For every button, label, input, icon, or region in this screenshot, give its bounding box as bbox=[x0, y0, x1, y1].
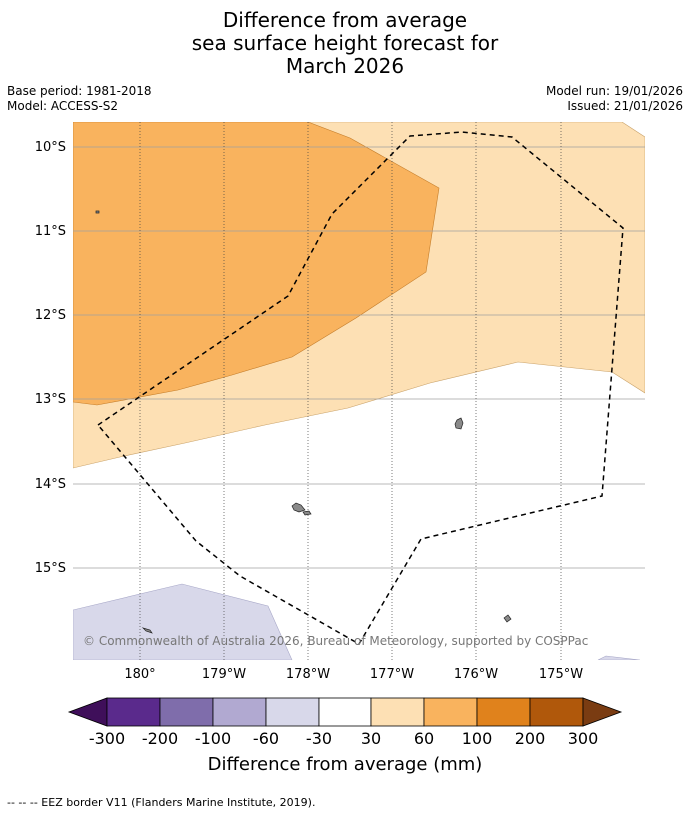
lat-label: 15°S bbox=[35, 561, 66, 576]
island-fakaofo bbox=[454, 417, 464, 430]
colorbar-tick-label: -200 bbox=[142, 729, 178, 748]
issued-date: Issued: 21/01/2026 bbox=[567, 99, 683, 113]
lat-label: 10°S bbox=[35, 140, 66, 155]
colorbar-swatch bbox=[106, 697, 161, 727]
colorbar-tick-label: -100 bbox=[195, 729, 231, 748]
colorbar-tick-label: 60 bbox=[414, 729, 434, 748]
lon-label: 175°W bbox=[539, 667, 583, 682]
lat-label: 12°S bbox=[35, 308, 66, 323]
eez-border bbox=[97, 131, 624, 646]
meta-left: Base period: 1981-2018 Model: ACCESS-S2 bbox=[7, 84, 152, 114]
island-dot-north bbox=[95, 210, 100, 214]
colorbar-tick-label: 100 bbox=[462, 729, 493, 748]
lat-label: 11°S bbox=[35, 224, 66, 239]
colorbar-swatch bbox=[212, 697, 267, 727]
title-line-2: sea surface height forecast for bbox=[191, 31, 499, 55]
island-southwest bbox=[141, 627, 153, 634]
lon-label: 176°W bbox=[454, 667, 498, 682]
map-title: Difference from average sea surface heig… bbox=[0, 9, 690, 78]
colorbar-swatch bbox=[423, 697, 478, 727]
lat-label: 14°S bbox=[35, 477, 66, 492]
colorbar-swatch bbox=[529, 697, 584, 727]
colorbar-tick-label: -300 bbox=[89, 729, 125, 748]
islands bbox=[95, 210, 512, 634]
colorbar-tick-label: 200 bbox=[515, 729, 546, 748]
colorbar-extend-max bbox=[582, 697, 623, 727]
lon-label: 179°W bbox=[202, 667, 246, 682]
island-upolu bbox=[291, 502, 306, 513]
lat-gridlines bbox=[73, 146, 645, 569]
colorbar-swatch bbox=[318, 697, 372, 727]
colorbar-tick-label: -30 bbox=[306, 729, 332, 748]
lat-label: 13°S bbox=[35, 392, 66, 407]
colorbar-label: Difference from average (mm) bbox=[208, 754, 483, 775]
colorbar-swatch bbox=[476, 697, 531, 727]
colorbar-swatch bbox=[370, 697, 425, 727]
colorbar-tick-label: 300 bbox=[568, 729, 599, 748]
colorbar-ticks: -300 -200 -100 -60 -30 30 60 100 200 300 bbox=[89, 729, 598, 748]
map-area: © Commonwealth of Australia 2026, Bureau… bbox=[73, 122, 645, 660]
title-line-1: Difference from average bbox=[222, 8, 468, 32]
lon-label: 180° bbox=[124, 667, 155, 682]
lon-label: 178°W bbox=[286, 667, 330, 682]
title-line-3: March 2026 bbox=[285, 54, 405, 78]
base-period: Base period: 1981-2018 bbox=[7, 84, 152, 98]
meta-right: Model run: 19/01/2026 Issued: 21/01/2026 bbox=[546, 84, 683, 114]
colorbar-tick-label: 30 bbox=[361, 729, 381, 748]
island-swains bbox=[503, 614, 512, 623]
anomaly-region-neg30-60 bbox=[73, 583, 293, 660]
copyright-text: © Commonwealth of Australia 2026, Bureau… bbox=[83, 634, 588, 648]
colorbar-swatch bbox=[159, 697, 214, 727]
model-name: Model: ACCESS-S2 bbox=[7, 99, 119, 113]
island-upolu-small bbox=[302, 510, 312, 516]
lat-labels: 10°S 11°S 12°S 13°S 14°S 15°S bbox=[35, 140, 66, 576]
anomaly-region-neg30-60-corner bbox=[597, 655, 641, 660]
colorbar: -300 -200 -100 -60 -30 30 60 100 200 300… bbox=[67, 697, 623, 775]
model-run: Model run: 19/01/2026 bbox=[545, 84, 683, 98]
lon-label: 177°W bbox=[370, 667, 414, 682]
colorbar-swatch bbox=[265, 697, 320, 727]
colorbar-extend-min bbox=[67, 697, 108, 727]
lon-labels: 180° 179°W 178°W 177°W 176°W 175°W bbox=[124, 667, 583, 682]
anomaly-region-60-100 bbox=[73, 122, 440, 406]
colorbar-tick-label: -60 bbox=[253, 729, 279, 748]
eez-footnote: -- -- -- EEZ border V11 (Flanders Marine… bbox=[7, 796, 316, 809]
